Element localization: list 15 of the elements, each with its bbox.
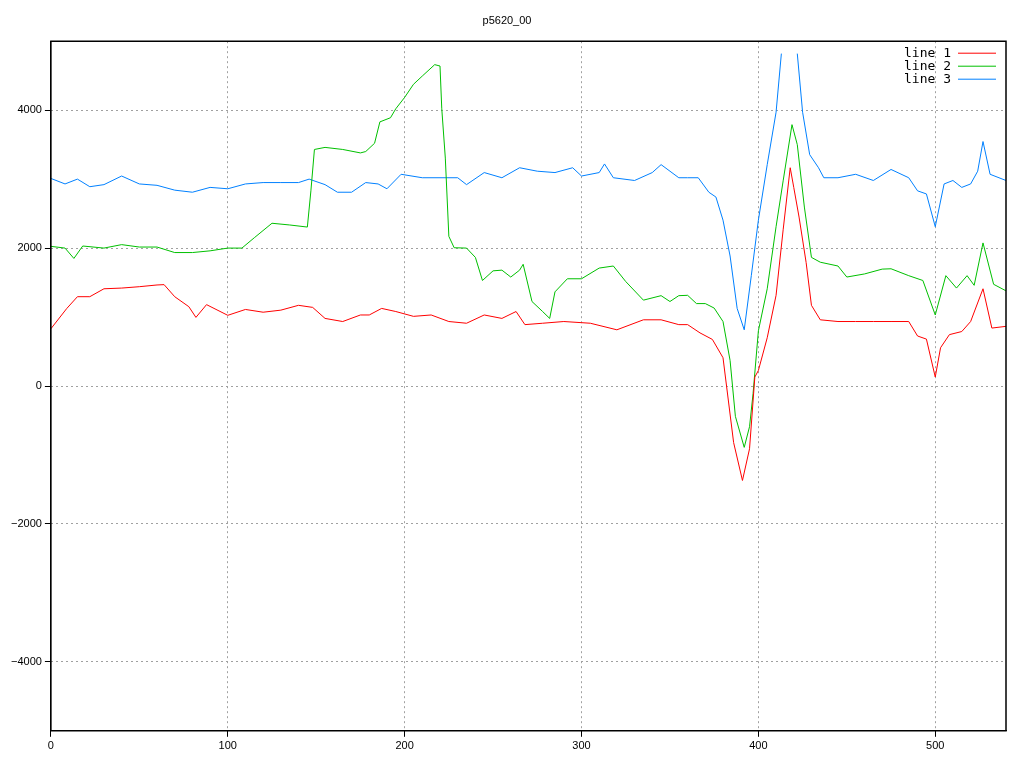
y-tick-label: 0 bbox=[35, 379, 42, 392]
x-tick-label: 100 bbox=[218, 739, 237, 752]
x-tick-label: 200 bbox=[395, 739, 414, 752]
y-tick-label: −4000 bbox=[10, 654, 42, 667]
x-tick-label: 500 bbox=[926, 739, 945, 752]
legend-label: line 1 bbox=[904, 44, 951, 60]
y-tick-label: 2000 bbox=[17, 241, 42, 254]
chart-title: p5620_00 bbox=[482, 13, 532, 26]
legend-label: line 3 bbox=[904, 70, 951, 86]
y-tick-label: 4000 bbox=[17, 103, 42, 116]
x-tick-label: 400 bbox=[749, 739, 768, 752]
y-tick-label: −2000 bbox=[10, 516, 42, 529]
x-tick-label: 300 bbox=[572, 739, 591, 752]
legend-label: line 2 bbox=[904, 57, 951, 73]
x-tick-label: 0 bbox=[47, 739, 54, 752]
